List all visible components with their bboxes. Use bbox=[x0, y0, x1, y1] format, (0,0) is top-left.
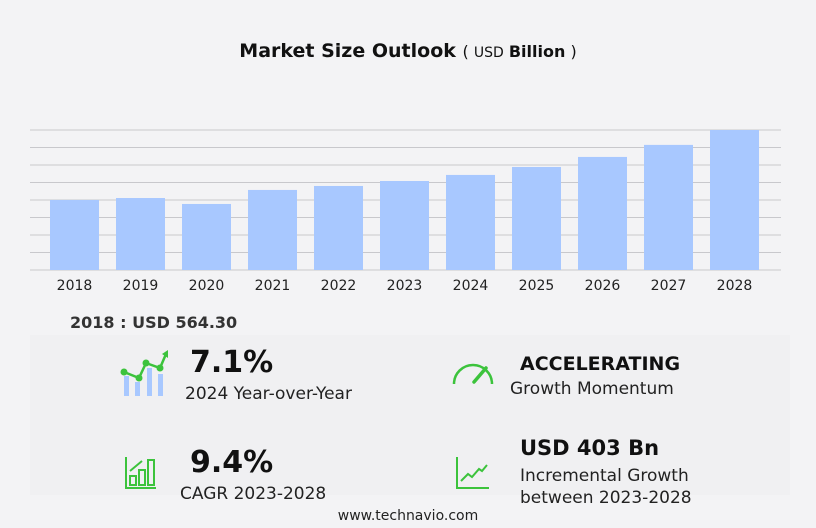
x-tick-label: 2019 bbox=[123, 278, 159, 294]
bar-2028 bbox=[710, 130, 759, 270]
kpi-panel bbox=[30, 335, 790, 495]
x-tick-label: 2022 bbox=[321, 278, 357, 294]
base-year-value: 2018 : USD 564.30 bbox=[70, 313, 238, 332]
bar-2024 bbox=[446, 174, 495, 270]
footer-url[interactable]: www.technavio.com bbox=[337, 508, 479, 524]
bar-2019 bbox=[116, 198, 165, 270]
incremental-label: Incremental Growth bbox=[520, 466, 689, 486]
bar-2023 bbox=[380, 181, 429, 270]
bar-2022 bbox=[314, 185, 363, 270]
speedometer-icon bbox=[452, 363, 494, 385]
bar-2026 bbox=[578, 156, 627, 270]
line-bar-chart-icon bbox=[120, 350, 168, 396]
yoy-value: 7.1% bbox=[190, 345, 274, 380]
x-tick-label: 2020 bbox=[189, 278, 225, 294]
x-tick-label: 2018 bbox=[57, 278, 93, 294]
unit-paren: ( USD Billion ) bbox=[462, 42, 577, 61]
cagr-value: 9.4% bbox=[190, 445, 274, 480]
incremental-value: USD 403 Bn bbox=[520, 436, 660, 460]
x-tick-label: 2027 bbox=[651, 278, 687, 294]
yoy-label: 2024 Year-over-Year bbox=[185, 384, 352, 404]
bar-2021 bbox=[248, 189, 297, 270]
x-tick-label: 2026 bbox=[585, 278, 621, 294]
x-tick-label: 2023 bbox=[387, 278, 423, 294]
trend-up-icon bbox=[456, 457, 489, 489]
momentum-label: Growth Momentum bbox=[510, 379, 674, 399]
momentum-value: ACCELERATING bbox=[520, 353, 681, 375]
x-tick-label: 2024 bbox=[453, 278, 489, 294]
x-tick-label: 2028 bbox=[717, 278, 753, 294]
bar-2018 bbox=[50, 199, 99, 270]
bar-2020 bbox=[182, 203, 231, 270]
incremental-period: between 2023-2028 bbox=[520, 488, 692, 508]
title-text: Market Size Outlook bbox=[239, 40, 456, 62]
unit-text: Billion bbox=[508, 42, 566, 61]
x-tick-label: 2025 bbox=[519, 278, 555, 294]
unit-prefix: USD bbox=[473, 45, 504, 61]
chart-title: Market Size Outlook ( USD Billion ) bbox=[0, 40, 816, 62]
bar-chart: 2018 2019 2020 2021 2022 2023 2024 2025 2026 2027… bbox=[30, 129, 781, 294]
cagr-label: CAGR 2023-2028 bbox=[180, 484, 327, 504]
x-tick-label: 2021 bbox=[255, 278, 291, 294]
bar-2025 bbox=[512, 166, 561, 270]
bar-2027 bbox=[644, 144, 693, 270]
bar-growth-icon bbox=[125, 457, 156, 489]
